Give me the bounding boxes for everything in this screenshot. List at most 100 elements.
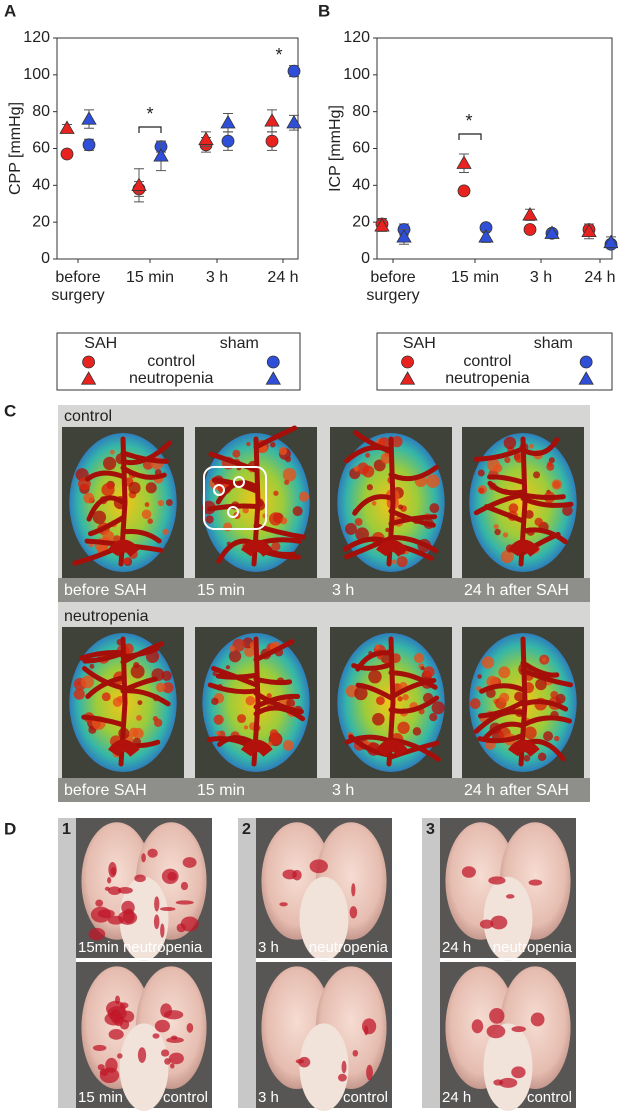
blood-clot xyxy=(88,927,106,941)
vessel-pattern xyxy=(508,539,540,557)
x-tick-label: 15 min xyxy=(450,269,500,286)
legend-group: sham xyxy=(534,335,573,352)
blood-clot xyxy=(309,859,328,874)
perfusion-spot xyxy=(266,693,272,699)
blood-clot xyxy=(479,919,494,929)
blood-clot xyxy=(154,1019,171,1033)
y-axis-label: ICP [mmHg] xyxy=(327,105,344,192)
blood-clot xyxy=(141,853,146,863)
roi-outline xyxy=(203,466,267,530)
perfusion-spot xyxy=(225,665,231,670)
legend-marker xyxy=(401,355,414,369)
perfusion-spot xyxy=(500,550,514,564)
perfusion-spot xyxy=(245,695,256,706)
perfusion-spot xyxy=(354,517,363,526)
y-tick-label: 60 xyxy=(352,140,370,157)
perfusion-spot xyxy=(232,638,246,652)
blood-clot xyxy=(159,906,176,911)
blood-clot xyxy=(489,1008,505,1024)
row-label: neutropenia xyxy=(64,608,149,625)
image-caption: 3 h xyxy=(332,782,354,799)
blood-clot xyxy=(352,1049,359,1057)
perfusion-spot xyxy=(499,692,510,703)
number-strip xyxy=(422,818,440,1108)
vessel-pattern xyxy=(473,436,574,567)
y-tick-label: 100 xyxy=(343,66,370,83)
perfusion-spot xyxy=(213,714,224,725)
number-strip xyxy=(58,818,76,1108)
column-number: 2 xyxy=(242,821,251,838)
perfusion-spot xyxy=(76,681,81,686)
data-point xyxy=(457,184,471,198)
blood-clot xyxy=(499,1077,518,1088)
perfusion-spot xyxy=(371,500,377,506)
data-point xyxy=(522,206,538,221)
legend-marker xyxy=(579,355,593,369)
perfusion-spot xyxy=(562,505,573,516)
perfusion-spot xyxy=(514,691,524,702)
image-caption: before SAH xyxy=(64,782,147,799)
blood-clot xyxy=(118,910,138,925)
blood-clot xyxy=(175,900,194,905)
brainstem xyxy=(299,1023,349,1111)
blood-clot xyxy=(117,1053,123,1059)
perfusion-spot xyxy=(554,735,560,742)
perfusion-spot xyxy=(396,556,408,568)
perfusion-spot xyxy=(385,527,390,533)
x-tick-label: 24 h xyxy=(267,269,299,286)
perfusion-spot xyxy=(534,517,543,527)
blood-clot xyxy=(117,887,133,894)
legend-marker xyxy=(80,371,97,385)
blood-clot xyxy=(528,879,543,886)
significance-mark: * xyxy=(146,104,153,124)
blood-clot xyxy=(505,894,515,899)
brainstem xyxy=(483,876,533,961)
data-point xyxy=(478,229,494,243)
vessel-pattern xyxy=(376,539,408,557)
perfusion-spot xyxy=(413,652,425,664)
perfusion-spot xyxy=(216,730,221,736)
perfusion-spot xyxy=(101,692,111,702)
blood-clot xyxy=(349,906,358,919)
perfusion-spot xyxy=(73,688,85,700)
perfusion-spot xyxy=(133,661,140,669)
perfusion-spot xyxy=(503,436,517,450)
perfusion-spot xyxy=(368,669,382,684)
column-number: 3 xyxy=(426,821,435,838)
perfusion-spot xyxy=(391,559,397,565)
perfusion-spot xyxy=(242,507,249,514)
perfusion-spot xyxy=(162,528,169,535)
blood-clot xyxy=(511,1066,526,1079)
data-point xyxy=(523,223,537,236)
perfusion-spot xyxy=(533,471,541,479)
perfusion-spot xyxy=(551,479,562,490)
significance-bracket xyxy=(458,133,482,140)
blood-clot xyxy=(153,914,160,930)
panel-label: D xyxy=(4,819,16,838)
vessel-pattern xyxy=(508,739,540,757)
perfusion-spot xyxy=(298,491,310,502)
perfusion-spot xyxy=(502,532,509,538)
vessel-pattern xyxy=(206,636,306,767)
image-caption: 15 min xyxy=(197,582,245,599)
perfusion-spot xyxy=(205,515,214,524)
perfusion-spot xyxy=(412,727,422,736)
data-point xyxy=(456,155,472,169)
perfusion-spot xyxy=(116,695,124,703)
significance-bracket xyxy=(138,126,162,133)
y-tick-label: 80 xyxy=(352,103,370,120)
perfusion-spot xyxy=(270,441,276,448)
blood-clot xyxy=(108,886,122,896)
y-tick-label: 80 xyxy=(32,103,50,120)
perfusion-spot xyxy=(110,449,115,455)
blood-clot xyxy=(279,902,288,907)
blood-clot xyxy=(137,1047,147,1063)
perfusion-spot xyxy=(229,645,236,652)
y-tick-label: 40 xyxy=(32,177,50,194)
caption-bar xyxy=(58,778,590,802)
perfusion-spot xyxy=(354,686,368,701)
perfusion-spot xyxy=(282,467,297,482)
perfusion-spot xyxy=(494,528,501,536)
data-point xyxy=(60,147,74,161)
legend-group: SAH xyxy=(403,335,436,352)
